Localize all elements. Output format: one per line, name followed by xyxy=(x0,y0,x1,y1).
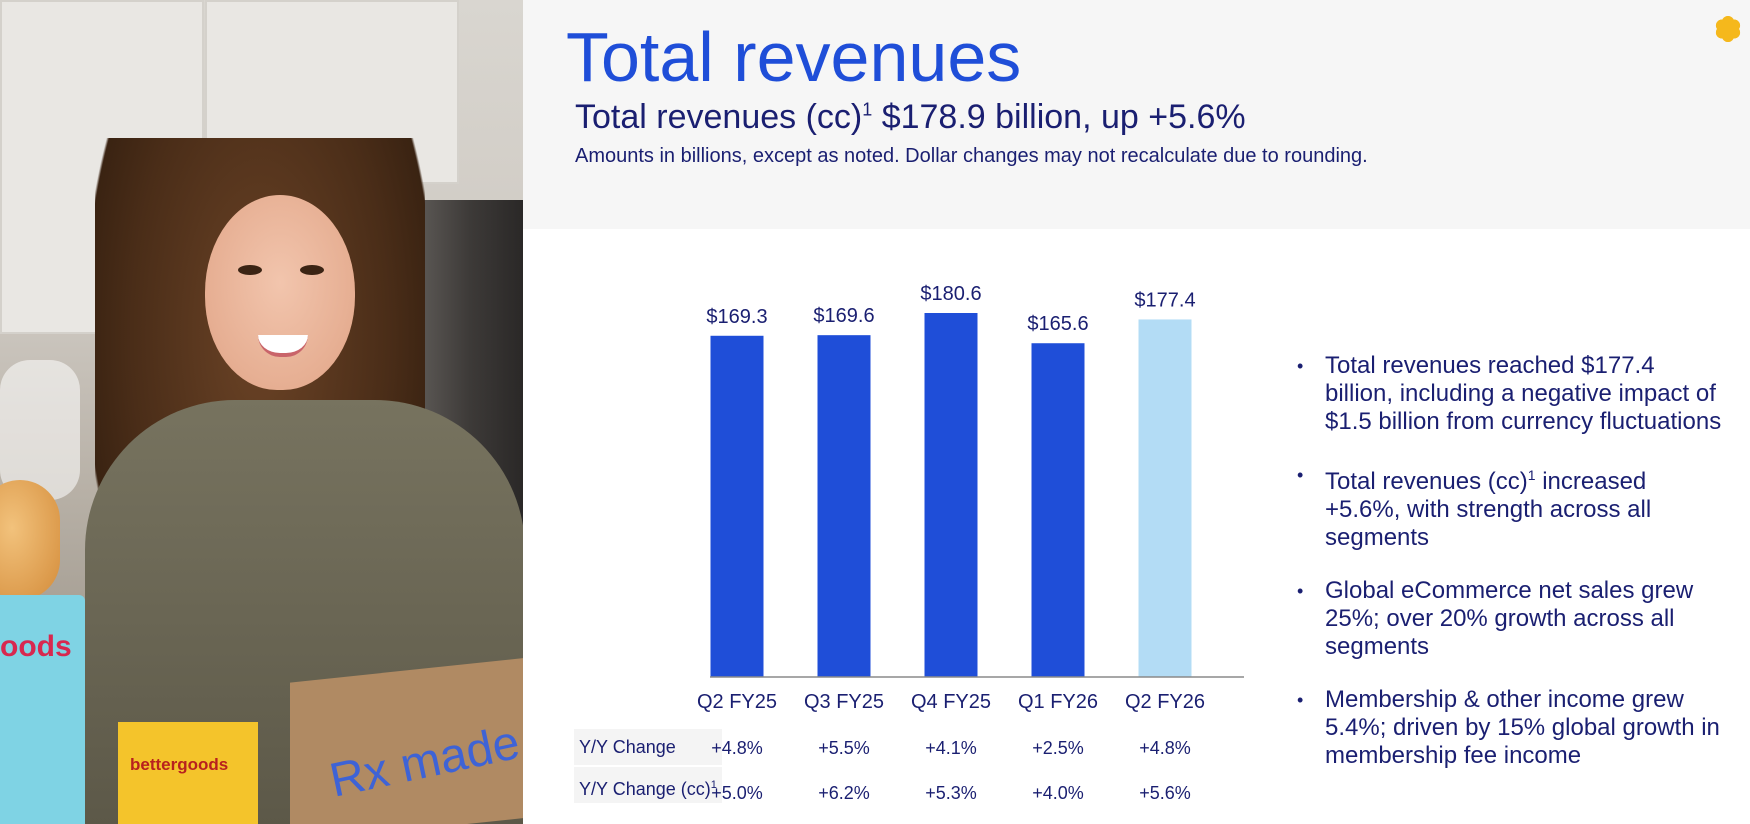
bullet-item: • Membership & other income grew 5.4%; dr… xyxy=(1295,686,1725,770)
smile xyxy=(258,335,308,357)
x-tick-label: Q2 FY26 xyxy=(1125,691,1205,713)
bar-value-label: $169.3 xyxy=(706,306,767,328)
bread-wrap xyxy=(0,360,80,500)
table-cell: +4.8% xyxy=(711,738,763,758)
eye xyxy=(238,265,262,275)
hero-photo: oods bettergoods Rx made xyxy=(0,0,523,824)
table-row-label-yy-change-cc: Y/Y Change (cc)1 xyxy=(574,767,722,803)
table-row-label-yy-change: Y/Y Change xyxy=(574,729,722,765)
table-cell: +5.0% xyxy=(711,783,763,803)
bullet-text: Total revenues (cc) xyxy=(1325,468,1528,495)
x-tick-label: Q4 FY25 xyxy=(911,691,991,713)
bullet-dot-icon: • xyxy=(1297,356,1304,376)
page-subtitle: Total revenues (cc)1 $178.9 billion, up … xyxy=(575,98,1246,136)
row-label-text: Y/Y Change xyxy=(579,737,676,757)
woman-face xyxy=(205,195,355,390)
table-cell: +4.0% xyxy=(1032,783,1084,803)
table-cell: +4.1% xyxy=(925,738,977,758)
x-tick-label: Q2 FY25 xyxy=(697,691,777,713)
bar-q1-fy26 xyxy=(1031,343,1085,677)
bullet-text: Global eCommerce net sales grew 25%; ove… xyxy=(1325,577,1694,660)
eye xyxy=(300,265,324,275)
subtitle-prefix: Total revenues (cc) xyxy=(575,98,863,136)
table-cell: +2.5% xyxy=(1032,738,1084,758)
bullet-dot-icon: • xyxy=(1297,690,1304,710)
bar-value-label: $180.6 xyxy=(920,283,981,305)
subtitle-footnote: 1 xyxy=(862,99,873,120)
bar-value-label: $165.6 xyxy=(1027,313,1088,335)
bullet-item: • Global eCommerce net sales grew 25%; ov… xyxy=(1295,577,1725,661)
table-cell: +5.3% xyxy=(925,783,977,803)
bullet-dot-icon: • xyxy=(1297,465,1304,485)
row-label-text: Y/Y Change (cc) xyxy=(579,779,711,799)
bullet-text: Membership & other income grew 5.4%; dri… xyxy=(1325,686,1720,769)
bullet-text: Total revenues reached $177.4 billion, i… xyxy=(1325,352,1722,435)
chips-bag xyxy=(0,595,85,824)
subtitle-suffix: $178.9 billion, up +5.6% xyxy=(872,98,1246,136)
bar-value-label: $177.4 xyxy=(1134,289,1195,311)
x-tick-label: Q1 FY26 xyxy=(1018,691,1098,713)
bullet-footnote: 1 xyxy=(1527,467,1536,483)
key-points-list: • Total revenues reached $177.4 billion, … xyxy=(1295,352,1725,795)
bullet-dot-icon: • xyxy=(1297,581,1304,601)
cracker-box-text: bettergoods xyxy=(130,755,229,774)
cracker-box xyxy=(118,722,258,824)
table-cell: +6.2% xyxy=(818,783,870,803)
page-title: Total revenues xyxy=(566,18,1022,96)
bar-q3-fy25 xyxy=(817,335,871,677)
chips-bag-text: oods xyxy=(0,630,72,663)
bar-value-label: $169.6 xyxy=(813,305,874,327)
bullet-item: • Total revenues (cc)1 increased +5.6%, w… xyxy=(1295,461,1725,552)
header-band xyxy=(523,0,1750,229)
bullet-item: • Total revenues reached $177.4 billion, … xyxy=(1295,352,1725,436)
row-label-footnote: 1 xyxy=(710,779,717,791)
spark-logo-icon xyxy=(1700,0,1750,50)
bar-q2-fy25 xyxy=(710,335,764,677)
table-cell: +5.6% xyxy=(1139,783,1191,803)
bar-q2-fy26 xyxy=(1138,319,1192,677)
x-tick-label: Q3 FY25 xyxy=(804,691,884,713)
bar-q4-fy25 xyxy=(924,313,978,677)
bread-loaf xyxy=(0,480,60,600)
bullet-text: increased +5.6%, with strength across al… xyxy=(1325,468,1652,551)
table-cell: +5.5% xyxy=(818,738,870,758)
table-cell: +4.8% xyxy=(1139,738,1191,758)
amounts-note: Amounts in billions, except as noted. Do… xyxy=(575,145,1368,167)
